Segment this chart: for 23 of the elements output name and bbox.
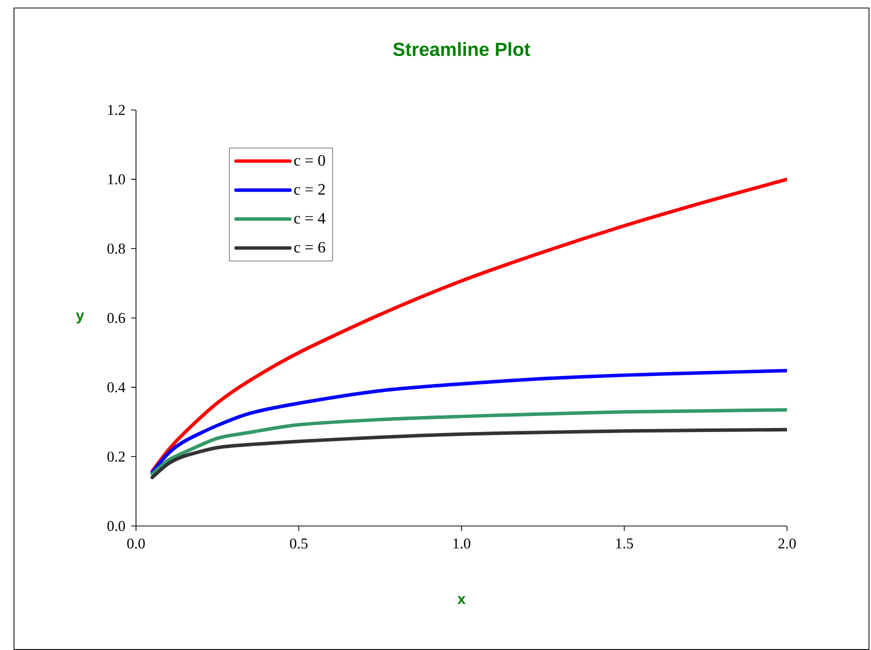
x-tick-label: 0.5 <box>290 538 308 549</box>
x-tick-label: 1.0 <box>453 538 470 549</box>
x-tick-label: 2.0 <box>778 538 796 549</box>
y-tick-label: 0.8 <box>107 244 125 254</box>
x-tick-label: 0.0 <box>127 538 145 549</box>
legend-label: c = 0 <box>294 155 326 166</box>
y-tick-label: 0.0 <box>107 520 125 532</box>
legend-label: c = 2 <box>294 184 325 195</box>
line-series <box>150 178 788 473</box>
x-tick-label: 1.5 <box>616 538 634 549</box>
line-series <box>150 368 788 474</box>
y-tick-label: 1.0 <box>108 174 125 184</box>
y-tick-label: 0.6 <box>107 312 126 324</box>
y-axis-title: y <box>76 312 84 324</box>
legend-label: c = 6 <box>294 242 326 253</box>
chart-title: Streamline Plot <box>393 42 530 56</box>
x-axis-title: x <box>457 596 466 604</box>
line-series <box>150 408 788 476</box>
legend-label: c = 4 <box>294 213 326 224</box>
y-tick-label: 1.2 <box>108 104 125 116</box>
line-series <box>150 428 788 480</box>
y-tick-label: 0.2 <box>107 452 125 462</box>
y-tick-label: 0.4 <box>107 382 126 392</box>
